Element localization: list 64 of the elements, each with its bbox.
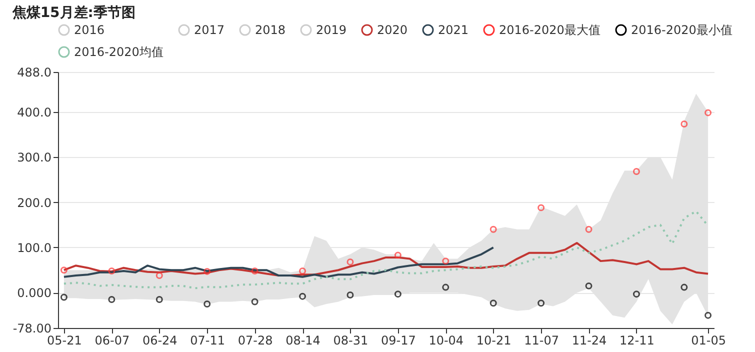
y-tick-label: 488.0 bbox=[17, 66, 52, 80]
point bbox=[251, 298, 258, 306]
x-tick-label: 10-04 bbox=[428, 334, 464, 348]
line-series bbox=[62, 246, 494, 278]
x-tick-label: 08-14 bbox=[286, 334, 320, 348]
legend-label: 2016-2020最小值 bbox=[631, 23, 732, 37]
x-tick-label: 11-24 bbox=[572, 334, 607, 348]
point bbox=[442, 284, 450, 291]
point bbox=[299, 268, 306, 274]
point bbox=[394, 252, 402, 259]
point bbox=[394, 290, 402, 298]
legend-label: 2019 bbox=[316, 23, 347, 37]
point bbox=[632, 168, 640, 175]
point bbox=[490, 300, 497, 307]
point bbox=[108, 296, 116, 303]
y-tick-label: -78.00 bbox=[12, 322, 52, 336]
legend-label: 2021 bbox=[438, 23, 469, 37]
y-tick-label: 300.0 bbox=[17, 150, 52, 165]
y-tick-label: 200.0 bbox=[17, 196, 52, 210]
point bbox=[346, 258, 354, 266]
x-tick-label: 11-07 bbox=[524, 334, 559, 348]
point bbox=[251, 268, 258, 274]
point bbox=[299, 292, 306, 300]
point bbox=[60, 266, 68, 274]
point bbox=[585, 282, 592, 290]
point bbox=[204, 268, 211, 275]
x-tick-label: 06-07 bbox=[94, 334, 130, 348]
y-tick-label: 100.0 bbox=[17, 240, 52, 255]
x-tick-label: 08-31 bbox=[333, 334, 368, 348]
line-series bbox=[62, 210, 710, 290]
legend-label: 2018 bbox=[255, 23, 286, 37]
legend-label: 2016-2020最大值 bbox=[499, 23, 600, 37]
point bbox=[632, 290, 640, 298]
point bbox=[346, 292, 354, 298]
point bbox=[680, 120, 688, 128]
chart-title: 焦煤15月差:季节图 bbox=[11, 4, 136, 21]
x-tick-label: 01-05 bbox=[691, 334, 726, 348]
point bbox=[156, 296, 163, 303]
legend-label: 2020 bbox=[377, 23, 408, 37]
x-tick-label: 05-21 bbox=[47, 334, 82, 348]
point bbox=[490, 226, 497, 233]
x-tick-label: 07-11 bbox=[190, 334, 226, 348]
point bbox=[704, 109, 712, 116]
point bbox=[204, 300, 211, 308]
x-tick-label: 10-21 bbox=[476, 334, 512, 348]
point bbox=[538, 204, 545, 212]
point bbox=[442, 258, 450, 265]
point bbox=[108, 268, 116, 274]
point bbox=[704, 312, 712, 319]
point bbox=[156, 272, 163, 280]
y-tick-label: 0.000 bbox=[17, 286, 52, 300]
point bbox=[538, 300, 545, 307]
point bbox=[585, 226, 592, 233]
legend-label: 2016-2020均值 bbox=[74, 45, 164, 59]
legend-label: 2016 bbox=[74, 23, 105, 37]
y-tick-label: 400.0 bbox=[17, 105, 52, 120]
x-tick-label: 07-28 bbox=[238, 334, 273, 348]
point bbox=[60, 294, 68, 301]
x-tick-label: 09-17 bbox=[380, 334, 416, 348]
x-tick-label: 12-11 bbox=[620, 334, 654, 348]
point bbox=[680, 284, 688, 291]
legend-label: 2017 bbox=[194, 23, 225, 37]
x-tick-label: 06-24 bbox=[142, 334, 178, 348]
line-series bbox=[62, 242, 710, 277]
